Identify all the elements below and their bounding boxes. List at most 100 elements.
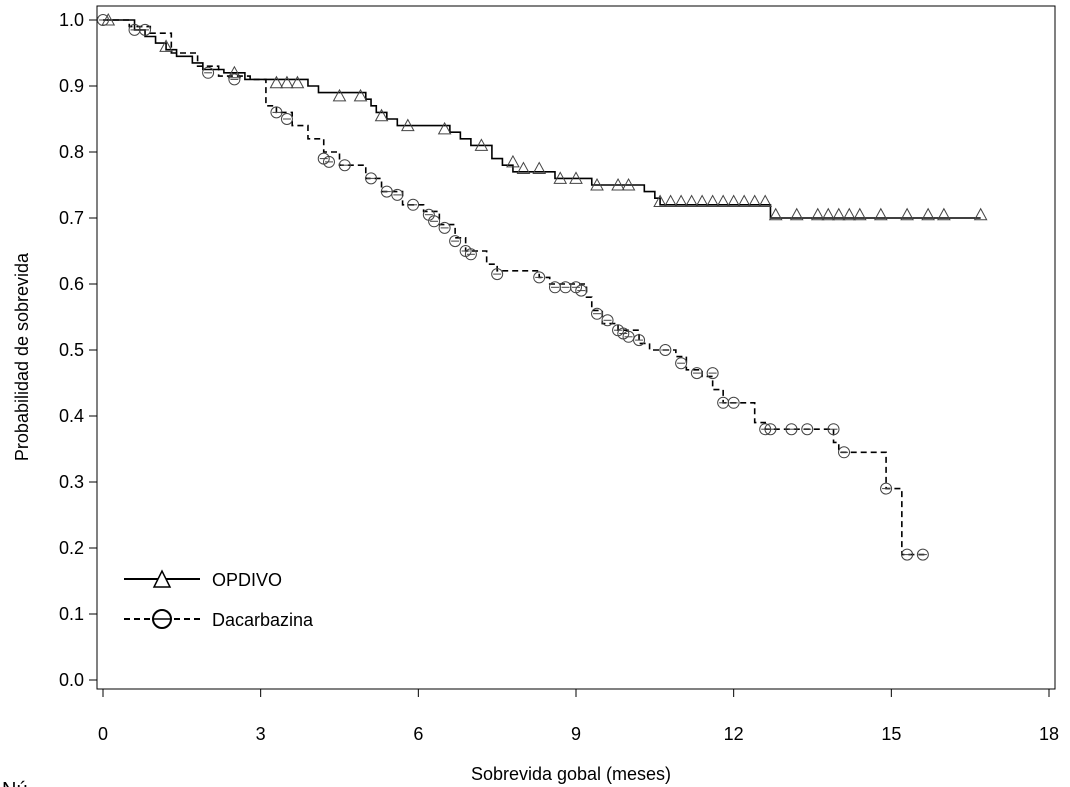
censor-marker-triangle xyxy=(716,194,730,207)
censor-marker-triangle xyxy=(437,121,452,135)
censor-marker-circle xyxy=(706,367,719,380)
censor-marker-triangle xyxy=(611,177,625,191)
censor-marker-circle xyxy=(407,198,420,211)
censor-marker-circle xyxy=(438,221,451,234)
censor-marker-triangle xyxy=(553,171,568,184)
censor-marker-triangle xyxy=(842,207,857,221)
legend-opdivo-label: OPDIVO xyxy=(212,570,282,590)
censor-marker-triangle xyxy=(695,194,709,207)
censor-marker-circle xyxy=(901,548,914,561)
series-line-opdivo xyxy=(103,19,981,219)
censor-marker-circle xyxy=(228,73,241,86)
censor-marker-triangle xyxy=(280,75,294,89)
censor-marker-triangle xyxy=(810,207,825,221)
censor-marker-circle xyxy=(391,188,404,201)
censor-marker-triangle xyxy=(474,138,489,151)
censor-marker-triangle xyxy=(973,207,988,221)
censor-marker-circle xyxy=(428,215,441,228)
x-tick-label: 6 xyxy=(413,724,423,744)
censor-marker-triangle xyxy=(532,161,547,174)
censor-marker-triangle xyxy=(921,207,935,221)
censor-marker-triangle xyxy=(747,194,762,207)
x-tick-label: 15 xyxy=(881,724,901,744)
y-tick-label: 0.1 xyxy=(59,604,84,624)
y-tick-label: 0.2 xyxy=(59,538,84,558)
x-tick-label: 18 xyxy=(1039,724,1059,744)
series-layer xyxy=(97,12,988,561)
censor-marker-circle xyxy=(491,268,504,281)
censor-marker-circle xyxy=(280,113,293,125)
censor-marker-circle xyxy=(690,367,703,380)
y-tick-label: 1.0 xyxy=(59,10,84,30)
censor-marker-triangle xyxy=(684,194,699,207)
censor-marker-triangle xyxy=(737,194,752,207)
legend-triangle-icon xyxy=(152,569,172,588)
legend: OPDIVO Dacarbazina xyxy=(124,569,314,630)
censor-marker-triangle xyxy=(227,65,242,79)
censor-marker-triangle xyxy=(353,88,368,102)
censor-marker-triangle xyxy=(663,194,678,207)
y-tick-label: 0.6 xyxy=(59,274,84,294)
censor-marker-circle xyxy=(591,307,604,320)
censor-marker-circle xyxy=(880,482,893,495)
censor-marker-triangle xyxy=(726,194,741,207)
censor-marker-triangle xyxy=(506,154,520,168)
y-tick-label: 0.4 xyxy=(59,406,84,426)
axes: 0 3 6 9 12 15 18 0.0 0.1 0.2 0.3 0.4 0.5 0.6 0.7 0.8 0.9… xyxy=(59,10,1059,744)
censor-marker-triangle xyxy=(821,207,836,221)
censor-marker-triangle xyxy=(516,161,531,174)
y-tick-label: 0.7 xyxy=(59,208,84,228)
censor-marker-triangle xyxy=(290,75,305,89)
censor-marker-triangle xyxy=(374,108,389,122)
y-tick-label: 0.9 xyxy=(59,76,84,96)
censor-marker-triangle xyxy=(789,207,804,221)
censor-marker-circle xyxy=(659,344,672,356)
censor-marker-circle xyxy=(633,334,646,347)
censor-marker-circle xyxy=(764,423,777,436)
x-tick-label: 12 xyxy=(724,724,744,744)
censor-marker-circle xyxy=(449,235,462,248)
censor-marker-circle xyxy=(601,314,614,327)
censor-marker-triangle xyxy=(705,194,720,207)
censor-marker-triangle xyxy=(621,177,636,191)
x-tick-label: 3 xyxy=(256,724,266,744)
censor-marker-circle xyxy=(464,248,477,261)
censor-marker-triangle xyxy=(653,194,667,207)
censor-marker-triangle xyxy=(900,207,914,221)
censor-marker-circle xyxy=(675,357,688,370)
censor-marker-circle xyxy=(338,159,351,172)
y-axis-title: Probabilidad de sobrevida xyxy=(12,252,32,461)
partial-text-below: Nú xyxy=(2,779,28,787)
censor-marker-triangle xyxy=(674,194,688,207)
censor-marker-circle xyxy=(365,172,378,185)
censor-marker-triangle xyxy=(937,207,951,221)
y-tick-label: 0.5 xyxy=(59,340,84,360)
censor-marker-triangle xyxy=(873,207,888,221)
censor-marker-triangle xyxy=(332,88,347,102)
y-tick-label: 0.8 xyxy=(59,142,84,162)
censor-marker-circle xyxy=(916,548,929,561)
censor-marker-circle xyxy=(838,446,851,459)
censor-marker-circle xyxy=(801,423,814,436)
censor-marker-triangle xyxy=(852,207,867,221)
censor-marker-circle xyxy=(827,423,840,436)
x-tick-label: 9 xyxy=(571,724,581,744)
censor-marker-triangle xyxy=(569,171,583,184)
censor-marker-circle xyxy=(622,330,635,343)
x-axis-title: Sobrevida gobal (meses) xyxy=(471,764,671,784)
censor-marker-triangle xyxy=(159,39,173,52)
censor-marker-circle xyxy=(785,423,798,436)
censor-marker-triangle xyxy=(768,207,783,221)
censor-marker-circle xyxy=(202,66,215,79)
censor-marker-circle xyxy=(727,396,740,409)
censor-marker-triangle xyxy=(590,177,604,191)
legend-dacarbazina-label: Dacarbazina xyxy=(212,610,314,630)
censor-marker-triangle xyxy=(758,194,773,207)
censor-marker-triangle xyxy=(400,118,415,132)
censor-marker-triangle xyxy=(831,207,846,221)
y-tick-label: 0.3 xyxy=(59,472,84,492)
series-line-dacarbazina xyxy=(103,19,929,556)
censor-marker-triangle xyxy=(269,75,284,89)
y-tick-label: 0.0 xyxy=(59,670,84,690)
x-tick-label: 0 xyxy=(98,724,108,744)
